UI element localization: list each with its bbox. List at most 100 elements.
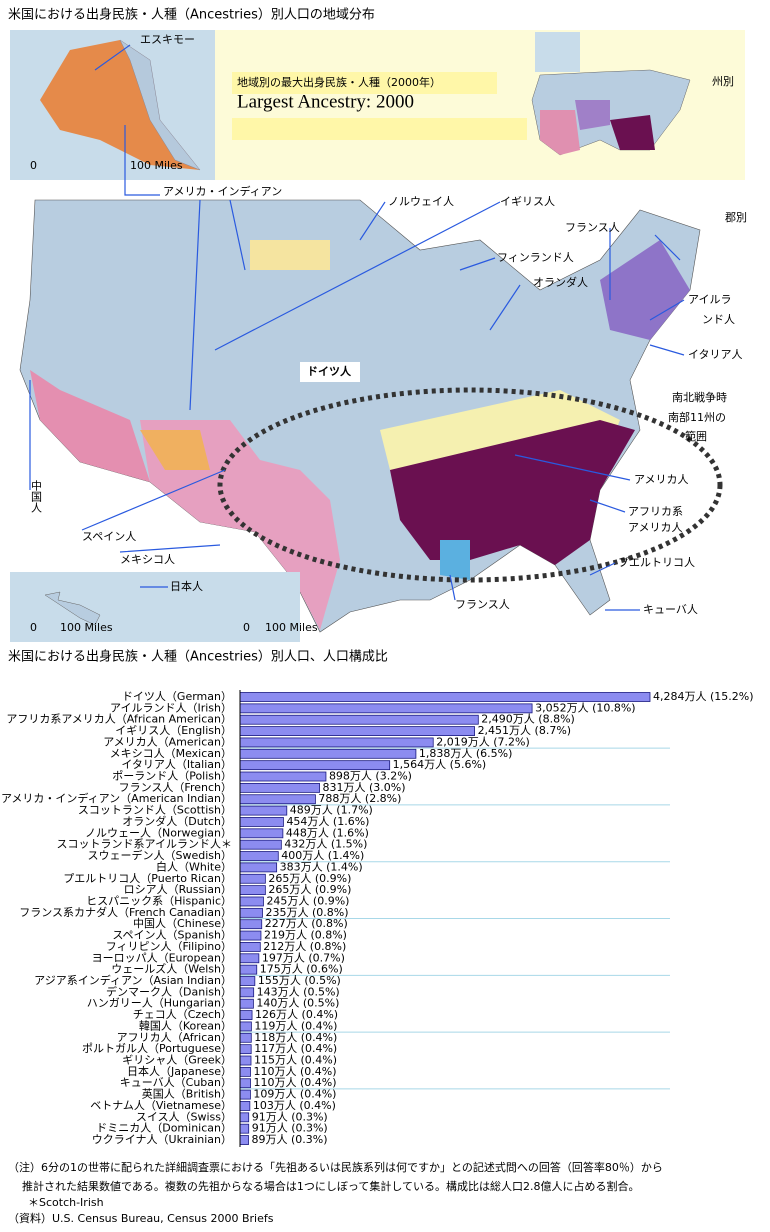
value-label: 118万人 (0.4%) <box>254 1031 337 1044</box>
bar <box>239 1032 252 1043</box>
legend-title: 地域別の最大出身民族・人種（2000年） <box>237 75 441 89</box>
bar <box>239 1123 250 1134</box>
bar <box>239 839 282 850</box>
scale-label: 100 Miles <box>130 159 183 172</box>
value-label: 788万人 (2.8%) <box>318 792 401 805</box>
category-label: フランス人（French） <box>119 781 232 794</box>
bar <box>239 885 266 896</box>
category-label: フィリピン人（Filipino） <box>106 940 232 953</box>
map-region <box>140 430 210 470</box>
value-label: 245万人 (0.9%) <box>266 894 349 907</box>
category-label: ドミニカ人（Dominican） <box>96 1122 232 1135</box>
map-label: アイルラ <box>688 293 731 306</box>
bar <box>239 1101 251 1111</box>
category-label: プエルトリコ人（Puerto Rican） <box>63 872 232 885</box>
map-label: ノルウェイ人 <box>388 195 454 208</box>
map-label: フランス人 <box>565 221 620 234</box>
value-label: 143万人 (0.5%) <box>257 985 340 998</box>
category-label: アフリカ人（African） <box>117 1031 232 1044</box>
value-label: 1,838万人 (6.5%) <box>419 747 513 760</box>
map-label: 範囲 <box>685 429 707 443</box>
bar <box>239 782 320 793</box>
value-label: 155万人 (0.5%) <box>258 974 341 987</box>
bar <box>239 998 254 1009</box>
category-label: ヨーロッパ人（European） <box>92 951 232 964</box>
value-label: 103万人 (0.4%) <box>253 1099 336 1112</box>
bar <box>239 919 263 930</box>
bar <box>239 907 263 918</box>
category-label: イタリア人（Italian） <box>121 758 232 771</box>
category-label: ポルトガル人（Portuguese） <box>82 1042 232 1055</box>
legend-box <box>232 72 497 94</box>
bar <box>239 828 284 839</box>
value-label: 119万人 (0.4%) <box>254 1019 337 1032</box>
label-box <box>300 362 360 382</box>
bar <box>239 714 479 725</box>
map-label: 中国人 <box>30 480 43 513</box>
leader <box>214 201 681 351</box>
category-label: ウェールズ人（Welsh） <box>111 962 232 976</box>
category-label: 白人（White） <box>156 859 232 873</box>
category-label: ノルウェー人（Norwegian） <box>85 826 232 839</box>
category-label: メキシコ人（Mexican） <box>110 747 232 760</box>
category-label: ギリシャ人（Greek） <box>122 1054 232 1067</box>
value-label: 91万人 (0.3%) <box>252 1110 328 1123</box>
map-title: 米国における出身民族・人種（Ancestries）別人口の地域分布 <box>8 7 375 23</box>
bar <box>239 1055 252 1066</box>
state-region <box>540 110 580 155</box>
alaska-shape <box>40 40 200 170</box>
value-label: 91万人 (0.3%) <box>252 1122 328 1135</box>
scale-label: 0 <box>30 159 37 172</box>
legend-box <box>232 118 527 140</box>
leader <box>124 185 160 196</box>
category-label: スコットランド系アイルランド人＊ <box>57 838 232 851</box>
category-label: ポーランド人（Polish） <box>112 770 232 783</box>
map-region <box>30 370 150 482</box>
value-label: 140万人 (0.5%) <box>256 997 339 1010</box>
bar <box>239 726 475 736</box>
map-label: メキシコ人 <box>120 553 175 566</box>
category-label: 英国人（British） <box>142 1087 232 1101</box>
map-region <box>250 240 330 270</box>
bar <box>239 1044 252 1055</box>
bar <box>239 737 434 748</box>
map-region <box>390 420 635 565</box>
county-label: 郡別 <box>725 211 747 224</box>
state-region <box>610 115 655 150</box>
value-label: 115万人 (0.4%) <box>254 1054 337 1067</box>
map-label: プエルトリコ人 <box>618 556 695 569</box>
map-label: アメリカ・インディアン <box>163 184 282 198</box>
bar <box>239 794 316 805</box>
map-label: エスキモー <box>140 33 195 46</box>
bar <box>239 703 533 714</box>
bar <box>239 987 255 998</box>
category-label: アジア系インディアン（Asian Indian） <box>34 973 232 987</box>
value-label: 383万人 (1.4%) <box>280 860 363 873</box>
value-label: 110万人 (0.4%) <box>254 1076 337 1089</box>
bar <box>239 851 279 861</box>
bar <box>239 930 262 941</box>
category-label: ベトナム人（Vietnamese） <box>90 1099 232 1112</box>
category-label: ドイツ人（German） <box>122 690 232 703</box>
bar <box>239 1112 250 1123</box>
value-label: 265万人 (0.9%) <box>268 883 351 896</box>
category-label: スコットランド人（Scottish） <box>78 804 232 817</box>
category-label: イギリス人（English） <box>115 724 232 737</box>
value-label: 489万人 (1.7%) <box>290 804 373 817</box>
value-label: 265万人 (0.9%) <box>268 872 351 885</box>
state-label: 州別 <box>712 75 734 88</box>
state-region <box>575 100 610 130</box>
value-label: 109万人 (0.4%) <box>253 1088 336 1101</box>
scale-label: 100 Miles <box>265 621 318 634</box>
map-label: オランダ人 <box>533 275 588 289</box>
value-label: 212万人 (0.8%) <box>263 940 346 953</box>
category-label: アイルランド人（Irish） <box>110 701 232 714</box>
category-label: アメリカ人（American） <box>103 735 232 748</box>
bar <box>239 1135 249 1145</box>
category-label: 日本人（Japanese） <box>127 1064 232 1078</box>
map-label: アフリカ系 <box>628 505 683 518</box>
value-label: 219万人 (0.8%) <box>264 929 347 942</box>
value-label: 454万人 (1.6%) <box>286 815 369 828</box>
